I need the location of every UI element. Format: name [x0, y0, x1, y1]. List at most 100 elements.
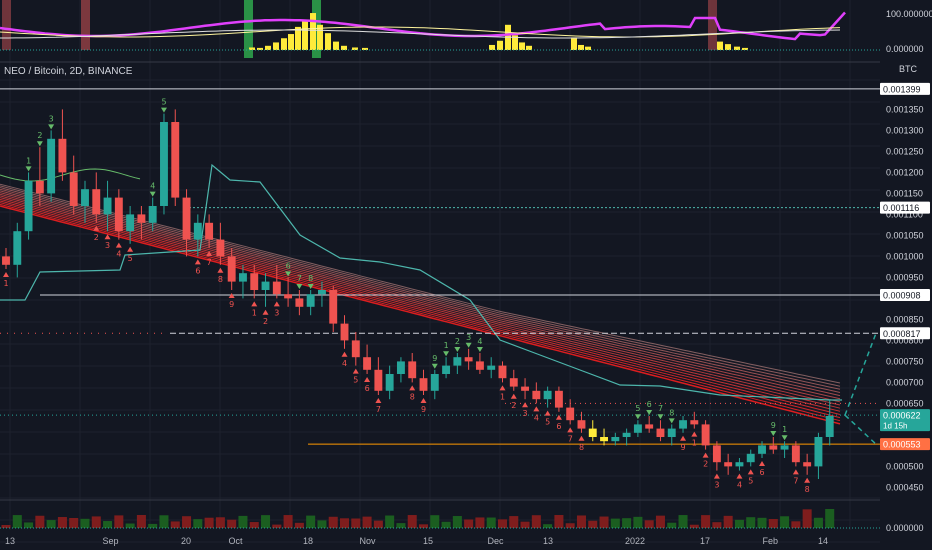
volume-bar [373, 520, 383, 528]
volume-bar [554, 515, 564, 528]
candle-body [385, 374, 394, 391]
oscillator-red-zone [2, 0, 11, 50]
price-axis: 100.000000 0.000000 BTC 0.001350 0.001300 0.0… [880, 0, 932, 550]
candle-body [475, 361, 484, 370]
price-tick: 0.001100 [886, 209, 923, 219]
candle-body [171, 122, 180, 198]
sell-setup-arrow [93, 225, 100, 231]
candle-body [690, 420, 699, 425]
candle-body [600, 437, 608, 442]
oscillator-bar [725, 44, 731, 50]
buy-setup-arrow [770, 431, 777, 436]
candle-body [182, 197, 191, 240]
sequence-count: 5 [128, 254, 133, 263]
ribbon-line [0, 203, 841, 422]
volume-bar [791, 521, 801, 528]
candle-body [577, 420, 586, 429]
sell-setup-arrow [375, 398, 382, 403]
ribbon-line [0, 193, 841, 403]
sequence-count: 2 [37, 131, 42, 140]
sequence-count: 3 [714, 481, 719, 490]
sequence-count: 8 [308, 274, 313, 283]
price-label: 0.000817 [883, 329, 921, 339]
sequence-count: 2 [263, 317, 268, 326]
candle-body [442, 365, 451, 374]
volume-bar [712, 522, 722, 528]
buy-setup-arrow [657, 414, 664, 420]
price-tick: 0.001250 [886, 146, 924, 156]
oscillator-signal-line [0, 29, 841, 39]
candle-body [611, 437, 620, 442]
oscillator-bar [512, 35, 518, 50]
candle-body [272, 281, 281, 295]
currency-label: BTC [899, 64, 918, 74]
sequence-count: 3 [49, 114, 54, 123]
volume-bar [317, 520, 327, 528]
candle-body [758, 445, 766, 454]
volume-bar [644, 520, 654, 528]
candle-body [69, 172, 78, 206]
volume-bar [768, 519, 778, 528]
ribbon-line [0, 195, 841, 406]
oscillator-bar [281, 38, 287, 50]
oscillator-bar [265, 45, 271, 50]
oscillator-signal-line [0, 26, 841, 38]
sell-setup-arrow [409, 385, 416, 391]
oscillator-bar [519, 42, 525, 50]
candle-body [2, 256, 10, 265]
date-axis: 13 Sep 20 Oct 18 Nov 15 Dec 13 2022 17 Feb 14 [5, 536, 828, 546]
volume-pane [0, 499, 880, 529]
oscillator-bar [325, 33, 331, 50]
volume-bar [193, 519, 203, 528]
projection-up [844, 332, 877, 416]
sequence-count: 4 [737, 481, 742, 490]
sell-setup-arrow [533, 406, 540, 412]
sell-setup-arrow [251, 301, 258, 307]
candle-body [780, 445, 789, 450]
candle-body [464, 357, 473, 362]
volume-bar [227, 519, 237, 528]
ribbon-line [0, 197, 841, 409]
volume-bar [1, 525, 11, 528]
oscillator-bar [257, 47, 263, 50]
sequence-count: 9 [432, 354, 437, 363]
price-tick: 0.001350 [886, 104, 924, 114]
volume-bar [272, 524, 282, 528]
sell-setup-arrow [804, 477, 811, 483]
volume-bar [238, 515, 248, 528]
date-tick: Oct [229, 536, 244, 546]
sequence-count: 8 [218, 275, 223, 284]
price-label-box [880, 289, 930, 302]
buy-setup-arrow [781, 435, 788, 441]
candle-body [47, 138, 56, 194]
candle-body [498, 365, 507, 379]
price-tick: 0.000500 [886, 461, 924, 471]
ribbon-line [0, 188, 841, 393]
price-label-box [880, 409, 930, 432]
price-tick: 0.001200 [886, 167, 924, 177]
price-label: 0.001116 [883, 203, 919, 213]
sequence-count: 7 [793, 476, 798, 485]
ribbon-line [0, 205, 841, 425]
oscillator-bar [249, 47, 255, 50]
date-tick: 13 [543, 536, 553, 546]
volume-bar [12, 515, 22, 528]
sequence-count: 9 [771, 421, 776, 430]
oscillator-bar [585, 46, 591, 50]
volume-bar [734, 519, 744, 528]
candle-body [712, 445, 721, 463]
sequence-count: 4 [534, 413, 539, 422]
volume-bar [531, 515, 541, 528]
sequence-count: 2 [455, 337, 460, 346]
candle-body [92, 189, 101, 215]
sell-setup-arrow [228, 293, 235, 298]
volume-bar [148, 523, 158, 528]
date-tick: 18 [303, 536, 313, 546]
sell-setup-arrow [544, 410, 551, 416]
candle-body [103, 197, 112, 215]
date-tick: Dec [488, 536, 505, 546]
volume-bar [464, 519, 474, 528]
candle-body [250, 273, 259, 290]
volume-bar [91, 516, 101, 528]
